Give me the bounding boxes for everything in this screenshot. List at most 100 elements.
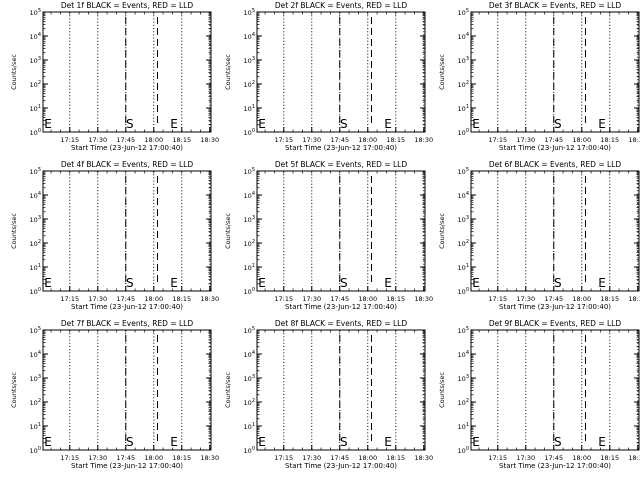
y-tick-label: 105 bbox=[244, 8, 255, 17]
start-marker: S bbox=[554, 435, 562, 449]
x-tick-label: 18:30 bbox=[414, 454, 433, 462]
y-tick-label: 100 bbox=[244, 287, 255, 296]
panel-det-4: Det 4f BLACK = Events, RED = LLD 100 101 10… bbox=[10, 160, 219, 311]
panel-title: Det 3f BLACK = Events, RED = LLD bbox=[489, 1, 622, 10]
start-marker: S bbox=[126, 435, 134, 449]
end-marker: E bbox=[598, 276, 606, 290]
y-tick-label: 101 bbox=[244, 263, 255, 272]
panel-det-8: Det 8f BLACK = Events, RED = LLD 100 101 10… bbox=[224, 319, 433, 470]
x-axis-label: Start Time (23-Jun-12 17:00:40) bbox=[499, 462, 611, 470]
x-tick-label: 17:45 bbox=[330, 454, 349, 462]
plot-frame bbox=[256, 170, 426, 292]
y-tick-label: 104 bbox=[30, 191, 41, 200]
end-marker: E bbox=[384, 117, 392, 131]
y-axis-label: Counts/sec bbox=[438, 213, 446, 249]
y-tick-label: 104 bbox=[244, 32, 255, 41]
y-tick-label: 102 bbox=[244, 239, 255, 248]
y-tick-label: 104 bbox=[458, 191, 469, 200]
y-tick-label: 104 bbox=[30, 350, 41, 359]
y-tick-label: 100 bbox=[30, 446, 41, 455]
end-marker: E bbox=[170, 117, 178, 131]
end-marker-left: E bbox=[44, 117, 52, 131]
panel-title: Det 1f BLACK = Events, RED = LLD bbox=[61, 1, 194, 10]
x-axis-label: Start Time (23-Jun-12 17:00:40) bbox=[499, 144, 611, 152]
x-tick-label: 18:30 bbox=[414, 295, 433, 303]
end-marker-left: E bbox=[472, 117, 480, 131]
y-axis-label: Counts/sec bbox=[438, 54, 446, 90]
y-tick-label: 100 bbox=[244, 446, 255, 455]
x-tick-label: 18:30 bbox=[628, 295, 640, 303]
panel-det-9: Det 9f BLACK = Events, RED = LLD 100 101 10… bbox=[438, 319, 640, 470]
x-tick-label: 18:15 bbox=[172, 295, 191, 303]
y-tick-label: 105 bbox=[30, 8, 41, 17]
y-tick-label: 105 bbox=[30, 326, 41, 335]
x-tick-label: 17:15 bbox=[274, 136, 293, 144]
y-tick-label: 102 bbox=[244, 80, 255, 89]
end-marker-left: E bbox=[472, 276, 480, 290]
panel-title: Det 2f BLACK = Events, RED = LLD bbox=[275, 1, 408, 10]
x-tick-label: 17:15 bbox=[60, 295, 79, 303]
y-tick-label: 103 bbox=[30, 374, 41, 383]
x-tick-label: 17:45 bbox=[116, 295, 135, 303]
plot-frame bbox=[256, 11, 426, 133]
end-marker-left: E bbox=[258, 435, 266, 449]
x-tick-label: 18:00 bbox=[572, 136, 591, 144]
plot-frame bbox=[470, 170, 640, 292]
x-tick-label: 18:00 bbox=[572, 454, 591, 462]
end-marker: E bbox=[384, 435, 392, 449]
x-tick-label: 17:30 bbox=[88, 295, 107, 303]
plot-frame bbox=[42, 329, 212, 451]
x-tick-label: 18:00 bbox=[572, 295, 591, 303]
end-marker-left: E bbox=[258, 117, 266, 131]
x-tick-label: 18:15 bbox=[386, 295, 405, 303]
y-tick-label: 103 bbox=[244, 215, 255, 224]
panel-det-3: Det 3f BLACK = Events, RED = LLD 100 101 10… bbox=[438, 1, 640, 152]
start-marker: S bbox=[340, 117, 348, 131]
y-axis-label: Counts/sec bbox=[10, 54, 18, 90]
y-tick-label: 104 bbox=[458, 350, 469, 359]
end-marker-left: E bbox=[44, 435, 52, 449]
y-axis-label: Counts/sec bbox=[10, 372, 18, 408]
x-tick-label: 18:00 bbox=[358, 295, 377, 303]
panel-title: Det 9f BLACK = Events, RED = LLD bbox=[489, 319, 622, 328]
y-tick-label: 102 bbox=[458, 239, 469, 248]
x-tick-label: 18:15 bbox=[386, 136, 405, 144]
x-tick-label: 18:00 bbox=[144, 295, 163, 303]
x-tick-label: 17:15 bbox=[274, 454, 293, 462]
x-axis-label: Start Time (23-Jun-12 17:00:40) bbox=[285, 462, 397, 470]
y-tick-label: 103 bbox=[458, 215, 469, 224]
y-tick-label: 102 bbox=[30, 398, 41, 407]
x-tick-label: 17:45 bbox=[544, 295, 563, 303]
start-marker: S bbox=[126, 276, 134, 290]
x-tick-label: 17:45 bbox=[116, 454, 135, 462]
y-tick-label: 104 bbox=[30, 32, 41, 41]
x-axis-label: Start Time (23-Jun-12 17:00:40) bbox=[285, 303, 397, 311]
y-tick-label: 102 bbox=[458, 398, 469, 407]
start-marker: S bbox=[126, 117, 134, 131]
y-tick-label: 103 bbox=[244, 56, 255, 65]
x-tick-label: 18:15 bbox=[600, 454, 619, 462]
plot-frame bbox=[42, 170, 212, 292]
y-tick-label: 100 bbox=[458, 287, 469, 296]
y-axis-label: Counts/sec bbox=[10, 213, 18, 249]
y-axis-label: Counts/sec bbox=[224, 54, 232, 90]
plot-frame bbox=[42, 11, 212, 133]
panel-title: Det 8f BLACK = Events, RED = LLD bbox=[275, 319, 408, 328]
x-tick-label: 17:45 bbox=[330, 136, 349, 144]
x-tick-label: 17:15 bbox=[488, 454, 507, 462]
y-tick-label: 100 bbox=[30, 287, 41, 296]
x-tick-label: 17:15 bbox=[274, 295, 293, 303]
y-tick-label: 105 bbox=[30, 167, 41, 176]
panel-det-1: Det 1f BLACK = Events, RED = LLD 100 101 10… bbox=[10, 1, 219, 152]
x-tick-label: 17:30 bbox=[88, 136, 107, 144]
x-tick-label: 18:15 bbox=[600, 295, 619, 303]
x-tick-label: 17:45 bbox=[330, 295, 349, 303]
y-tick-label: 101 bbox=[30, 263, 41, 272]
y-tick-label: 101 bbox=[458, 422, 469, 431]
x-tick-label: 18:30 bbox=[200, 136, 219, 144]
x-tick-label: 17:30 bbox=[302, 295, 321, 303]
x-tick-label: 17:30 bbox=[302, 136, 321, 144]
y-tick-label: 100 bbox=[458, 446, 469, 455]
x-axis-label: Start Time (23-Jun-12 17:00:40) bbox=[71, 303, 183, 311]
